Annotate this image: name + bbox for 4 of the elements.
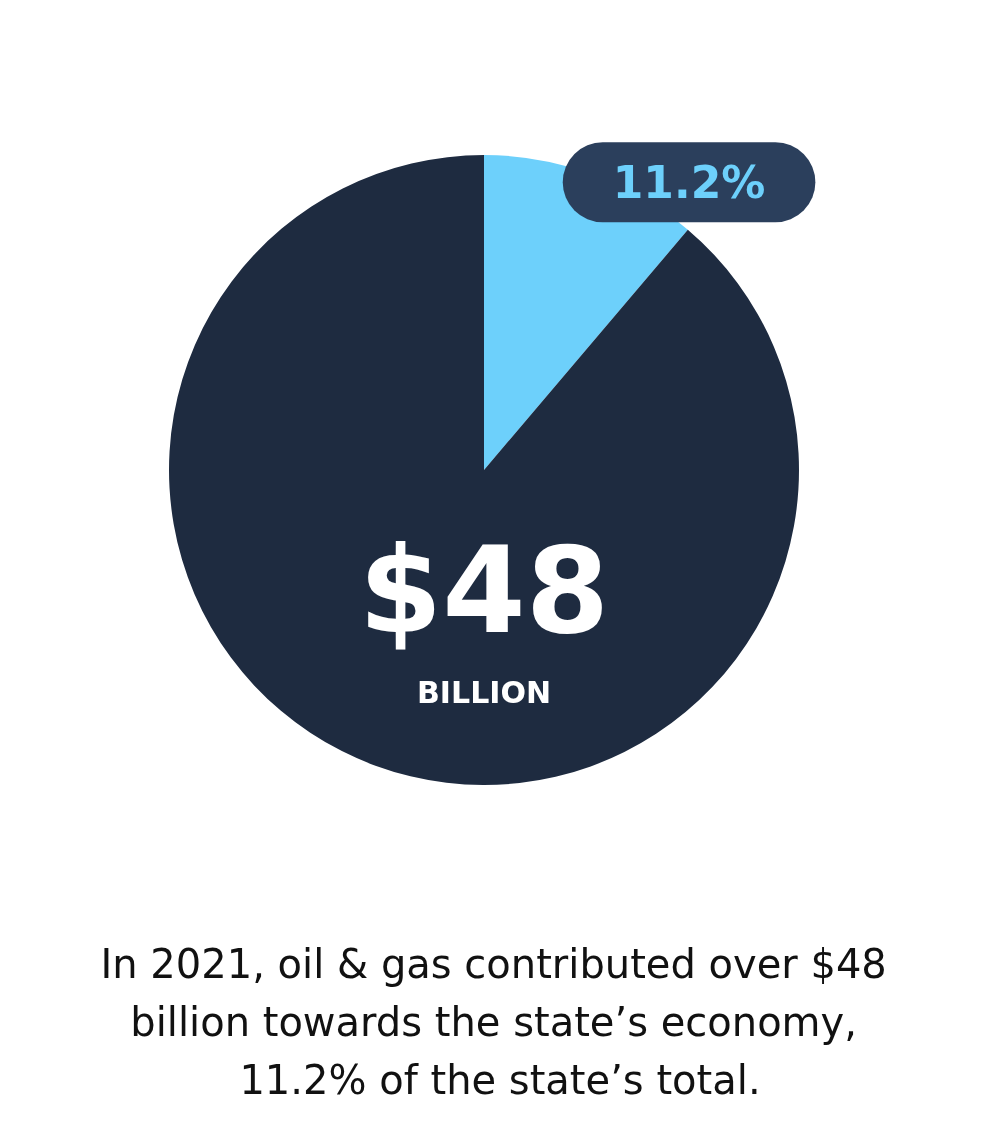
text: $48 <box>358 520 610 660</box>
text: In 2021, oil & gas contributed over $48 billion towards the state’s economy, 11.2% of the state’s total. <box>100 941 900 1103</box>
text: BILLION <box>416 674 552 710</box>
data-label: 11.2% <box>612 156 766 208</box>
